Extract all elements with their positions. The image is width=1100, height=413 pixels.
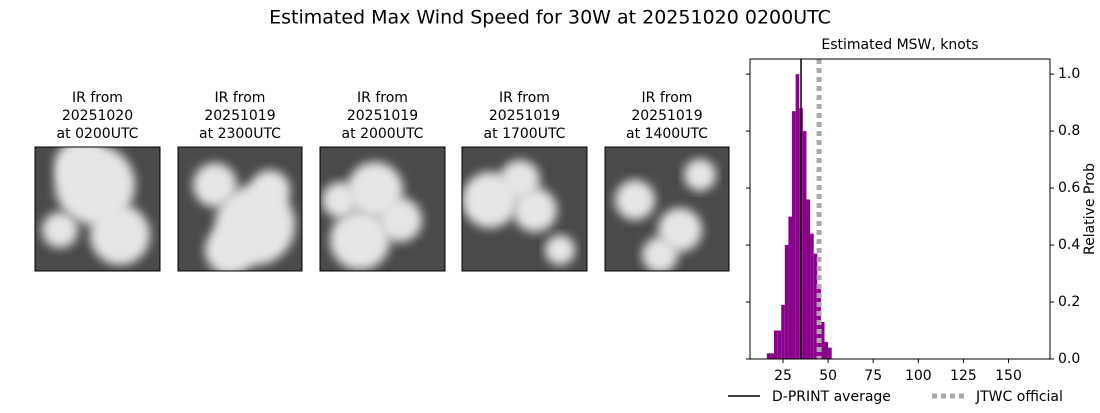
y-tick-label: 0.4 [1058,237,1080,253]
panel-title: 20251019 [489,108,560,124]
cloud [684,159,716,191]
plot-frame [749,58,1051,360]
image-frame [34,146,161,272]
y-tick-label: 0.6 [1058,180,1080,196]
bar [813,253,818,359]
cloud [378,198,422,242]
cloud [193,163,237,207]
bar [788,216,793,359]
panel-title: IR from [499,90,550,106]
panel-title: IR from [642,90,693,106]
bar [806,199,811,359]
panel-title: 20251019 [347,108,418,124]
bar [777,330,782,359]
cloud [330,210,390,270]
x-tick-label: 150 [995,368,1022,384]
image-frame [604,146,730,272]
cloud [322,182,358,218]
satellite-image [605,147,729,271]
bar [828,347,832,359]
bar [795,74,800,359]
image-frame [177,146,303,272]
panel-title: 20251019 [204,108,275,124]
satellite-image [178,147,302,271]
y-tick-label: 0.0 [1058,351,1080,367]
bar [792,111,796,359]
panel-title: at 0200UTC [57,126,139,142]
cloud [250,170,290,210]
satellite-image [462,147,587,271]
bar [820,321,825,359]
y-tick-label: 1.0 [1058,66,1080,82]
panel-title: IR from [215,90,266,106]
bar [781,304,785,359]
bar [824,341,829,359]
panel-title: 20251019 [631,108,702,124]
x-tick-label: 75 [864,368,882,384]
y-tick-label: 0.2 [1058,294,1080,310]
panel-title: at 1400UTC [626,126,708,142]
y-tick-label: 0.8 [1058,123,1080,139]
chart-title: Estimated MSW, knots [821,37,978,53]
bar [810,233,814,359]
legend-label: D-PRINT average [772,389,891,405]
panel-title: IR from [72,90,123,106]
image-frame [461,146,588,272]
panel-title: at 1700UTC [484,126,566,142]
panel-title: 20251020 [62,108,133,124]
x-tick-label: 125 [950,368,977,384]
bar [784,245,789,359]
panel-title: at 2300UTC [199,126,281,142]
cloud [205,225,255,271]
bar [773,330,778,359]
satellite-image [35,147,160,271]
panel-title: IR from [357,90,408,106]
x-tick-label: 100 [905,368,932,384]
legend-label: JTWC official [975,389,1063,405]
y-axis-label: Relative Prob [1082,163,1098,255]
image-frame [319,146,446,272]
cloud [42,212,78,248]
cloud [642,237,678,271]
bar [770,353,774,359]
cloud [615,180,655,220]
cloud [55,147,105,190]
panel-title: at 2000UTC [342,126,424,142]
cloud [500,160,540,200]
satellite-image [320,147,445,271]
x-tick-label: 25 [774,368,792,384]
cloud [90,205,150,265]
cloud [545,235,575,265]
figure-title: Estimated Max Wind Speed for 30W at 2025… [269,7,831,29]
bar [766,353,771,359]
bar [802,131,807,359]
x-tick-label: 50 [819,368,837,384]
